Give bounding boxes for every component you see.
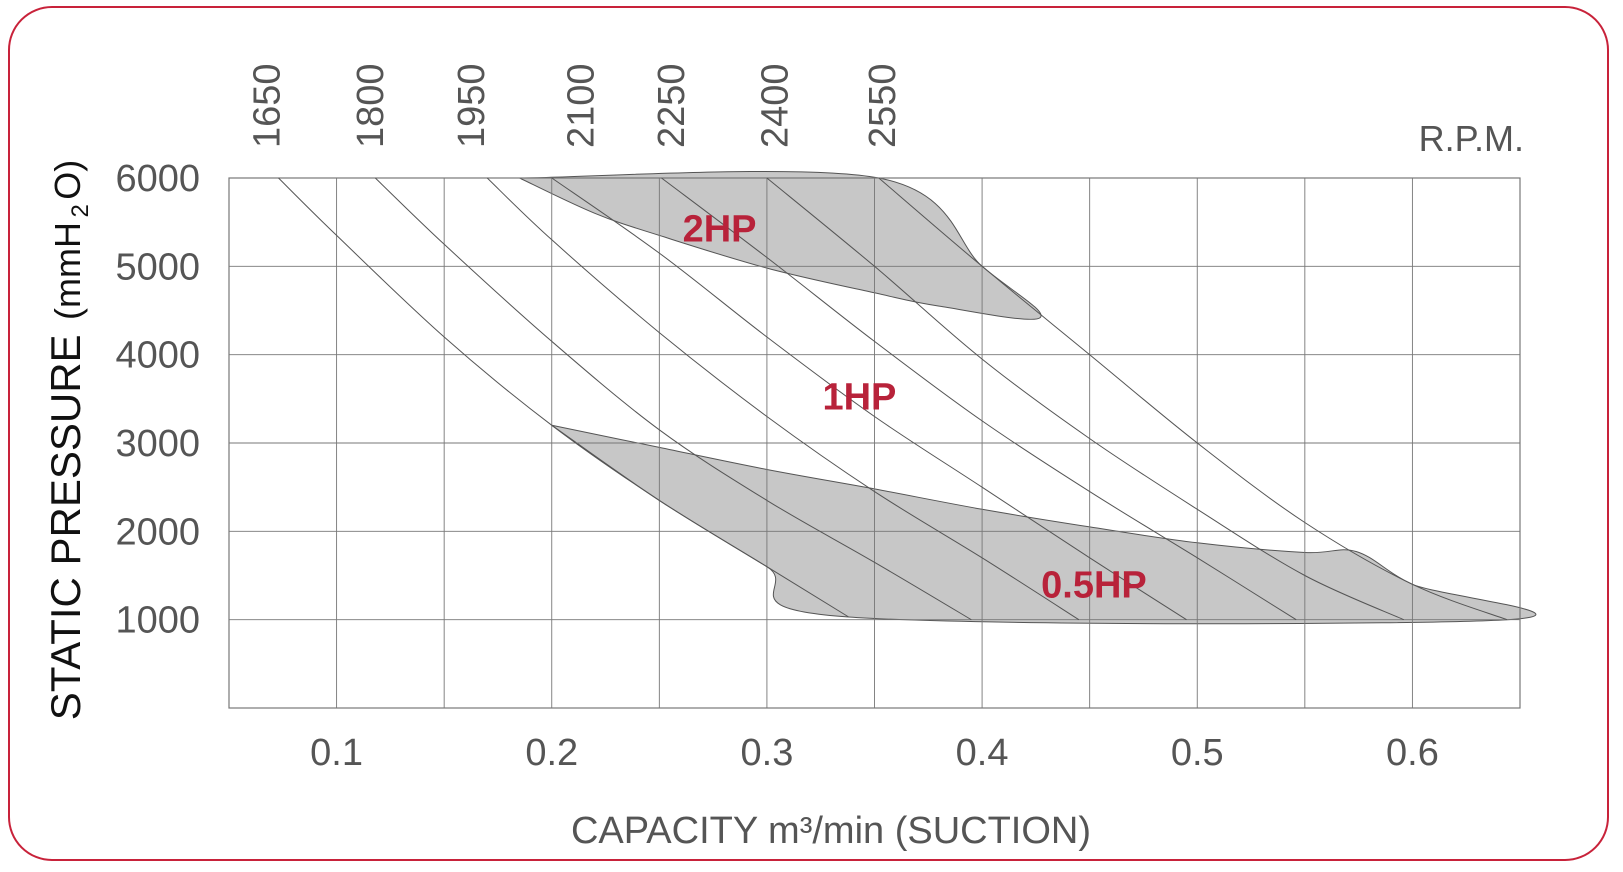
rpm-labels: 1650 1800 1950 2100 2250 2400 2550 [247, 63, 904, 148]
x-tick-label: 0.3 [741, 732, 794, 774]
zone-label-1hp: 1HP [822, 376, 896, 418]
y-tick-label: 3000 [115, 423, 200, 465]
rpm-curve [766, 177, 1405, 621]
zone-label-05hp: 0.5HP [1041, 565, 1147, 607]
rpm-label: 2400 [754, 63, 796, 148]
x-axis-label: CAPACITY m³/min (SUCTION) [571, 810, 1091, 852]
grid [228, 177, 1521, 709]
x-tick-label: 0.4 [956, 732, 1009, 774]
rpm-curve [878, 177, 1508, 621]
chart-frame [8, 6, 1609, 861]
y-axis-label-subscript: 2 [67, 204, 94, 217]
y-tick-label: 2000 [115, 511, 200, 553]
rpm-label: 1950 [451, 63, 493, 148]
rpm-curve [486, 177, 1080, 621]
region-2hp [519, 170, 1042, 320]
hp-regions [519, 170, 1537, 625]
rpm-curve [278, 177, 849, 618]
rpm-curve [374, 177, 972, 621]
rpm-label: 1800 [350, 63, 392, 148]
y-axis-label-unit: (mmH [47, 222, 88, 320]
rpm-axis-label: R.P.M. [1419, 118, 1524, 159]
rpm-curve [551, 177, 1187, 621]
y-tick-label: 1000 [115, 600, 200, 642]
rpm-label: 2550 [862, 63, 904, 148]
x-tick-label: 0.5 [1171, 732, 1224, 774]
x-tick-label: 0.2 [525, 732, 578, 774]
y-tick-label: 5000 [115, 246, 200, 288]
x-tick-label: 0.6 [1386, 732, 1439, 774]
zone-labels: 2HP 1HP 0.5HP [683, 209, 1147, 607]
rpm-label: 2100 [561, 63, 603, 148]
y-tick-label: 6000 [115, 158, 200, 200]
zone-label-2hp: 2HP [683, 209, 757, 251]
rpm-curve [661, 177, 1297, 621]
y-axis-label-main: STATIC PRESSURE [42, 334, 89, 720]
y-axis-label-close: O) [47, 160, 88, 200]
rpm-curves [278, 177, 1508, 621]
rpm-label: 2250 [651, 63, 693, 148]
region-05hp [551, 424, 1537, 625]
y-tick-label: 4000 [115, 335, 200, 377]
rpm-label: 1650 [247, 63, 289, 148]
y-axis-label: STATIC PRESSURE (mmH 2 O) [42, 160, 94, 721]
x-tick-label: 0.1 [310, 732, 363, 774]
tick-labels: 0.1 0.2 0.3 0.4 0.5 0.6 1000 2000 3000 4000 5000 60… [115, 158, 1438, 774]
